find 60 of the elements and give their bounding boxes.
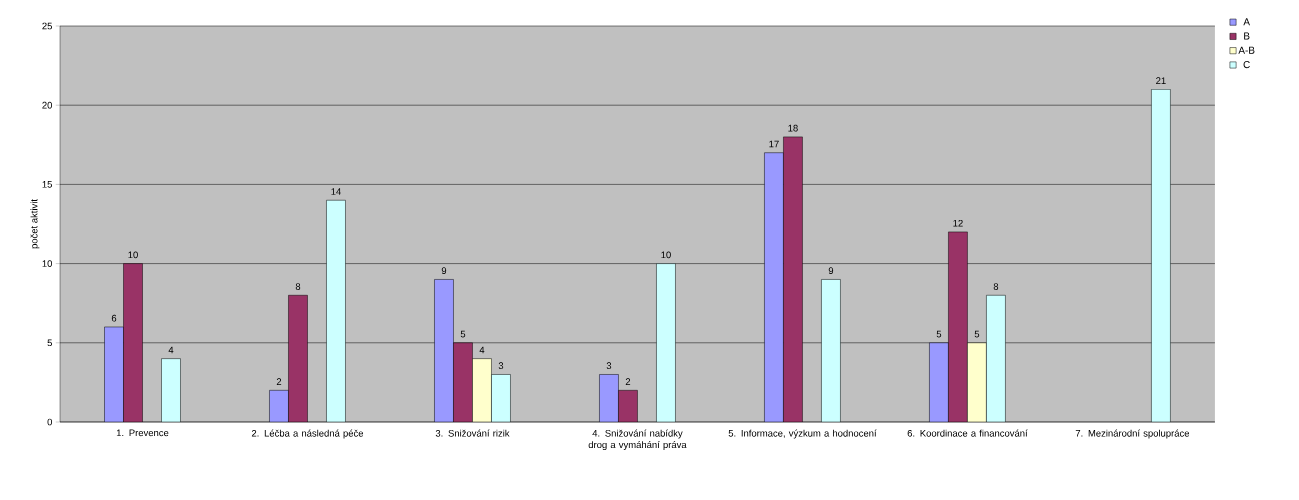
bar [453,342,473,422]
y-axis-title: počet aktivit [30,199,40,249]
data-label: 2 [276,378,282,385]
x-tick-label: 4. Snižování nabídky drog a vymáhání práva [588,429,687,450]
bar [288,295,308,422]
bar [821,279,841,422]
bar [948,231,968,422]
y-tick-label: 10 [42,260,53,267]
data-label: 10 [128,251,138,259]
legend-label: C [1243,61,1250,69]
x-tick-label: 3. Snižování rizik [435,429,510,437]
bar [123,263,143,422]
x-tick-label: 2. Léčba a následná péče [251,429,364,439]
x-tick-label: 7. Mezinárodní spolupráce [1075,429,1190,439]
legend-label: B [1244,32,1250,40]
bar [269,390,289,422]
data-label: 8 [993,283,999,290]
x-tick-label: 6. Koordinace a financování [907,429,1028,437]
data-label: 12 [953,219,963,227]
data-label: 5 [460,330,466,338]
data-label: 14 [331,188,341,195]
data-label: 8 [295,283,301,290]
legend-label: A-B [1238,46,1255,54]
bar [161,358,181,422]
y-tick-label: 25 [42,22,52,30]
data-label: 5 [936,330,942,338]
data-label: 5 [974,330,980,338]
data-label: 3 [606,362,612,370]
data-label: 9 [441,267,447,275]
data-label: 3 [498,362,504,370]
y-tick-label: 0 [47,418,53,426]
bar [326,199,346,422]
data-label: 21 [1156,77,1166,84]
bar [618,390,638,422]
data-label: 10 [661,251,671,259]
y-tick-label: 20 [42,101,53,109]
bar [764,152,784,422]
x-tick-label: 1. Prevence [116,429,169,437]
data-label: 9 [828,267,834,275]
bar [986,295,1006,422]
data-label: 4 [479,346,485,354]
bar [472,358,492,422]
legend-label: A [1243,18,1250,26]
bar [967,342,987,422]
data-label: 2 [625,378,631,385]
data-label: 17 [769,140,779,148]
bar [599,374,619,422]
x-tick-label: 5. Informace, výzkum a hodnocení [728,429,877,439]
bar [1151,89,1171,422]
data-label: 6 [111,314,117,322]
bar [104,326,124,422]
bar [656,263,676,422]
bar [929,342,949,422]
bar [783,136,803,422]
y-tick-label: 5 [47,339,53,347]
data-label: 4 [168,346,174,354]
bar [434,279,454,422]
data-label: 18 [788,124,798,132]
bar [491,374,511,422]
y-tick-label: 15 [42,181,52,188]
